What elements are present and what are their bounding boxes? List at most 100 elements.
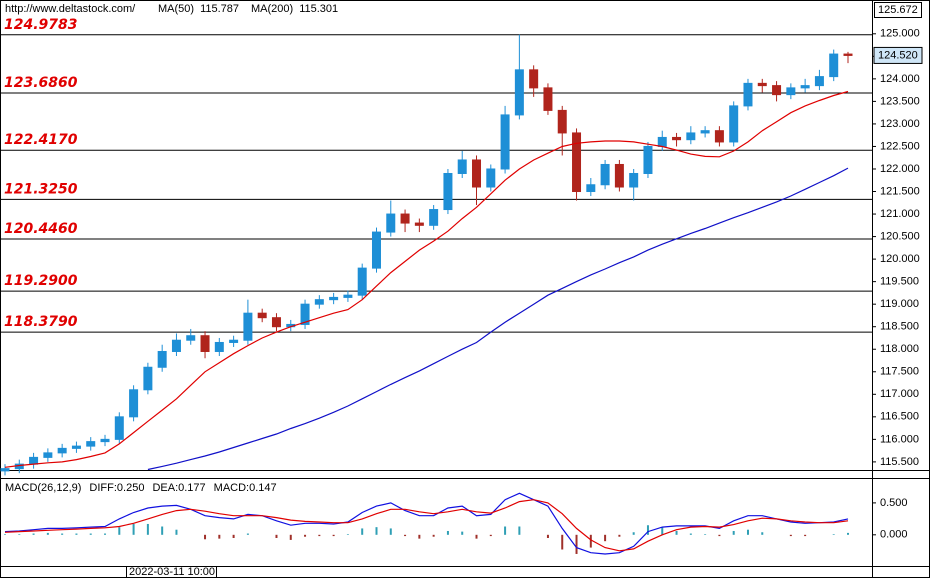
candle-body bbox=[114, 416, 124, 440]
candle-body bbox=[400, 213, 410, 224]
legend-label: MA(50) bbox=[158, 3, 194, 15]
candle-body bbox=[57, 447, 67, 454]
y-tick-label: 125.000 bbox=[880, 28, 920, 40]
y-tick-label: 121.500 bbox=[880, 185, 920, 197]
candle-body bbox=[186, 335, 196, 341]
candle-body bbox=[457, 159, 467, 174]
y-tick-label: 119.500 bbox=[880, 276, 919, 288]
candle-body bbox=[714, 130, 724, 143]
panel-title: MACD(26,12,9) bbox=[5, 482, 81, 494]
y-tick-label: 0.500 bbox=[880, 497, 908, 509]
candle-body bbox=[86, 441, 96, 447]
source-url: http://www.deltastock.com/ bbox=[5, 3, 136, 15]
candle-body bbox=[171, 339, 181, 352]
candle-body bbox=[200, 335, 210, 352]
candle-body bbox=[586, 184, 596, 193]
y-tick-label: 115.500 bbox=[880, 456, 919, 468]
candle-body bbox=[643, 145, 653, 174]
candle-body bbox=[672, 136, 682, 141]
ma-line bbox=[147, 167, 849, 471]
y-tick-label: 121.000 bbox=[880, 208, 920, 220]
level-label: 118.3790 bbox=[4, 314, 78, 330]
candle-body bbox=[772, 85, 782, 96]
candle-body bbox=[743, 82, 753, 107]
y-tick-label: 118.000 bbox=[880, 343, 919, 355]
candle-body bbox=[486, 168, 496, 188]
legend-value: 115.301 bbox=[299, 3, 338, 15]
candle-body bbox=[686, 132, 696, 141]
candle-body bbox=[786, 87, 796, 96]
level-label: 122.4170 bbox=[4, 132, 78, 148]
candle-body bbox=[129, 389, 139, 418]
candle-body bbox=[472, 159, 482, 188]
candle-body bbox=[0, 468, 10, 472]
y-tick-label: 123.000 bbox=[880, 118, 920, 130]
y-tick-label: 120.500 bbox=[880, 230, 920, 242]
y-tick-label: 122.500 bbox=[880, 140, 920, 152]
level-label: 124.9783 bbox=[4, 17, 78, 33]
level-label: 123.6860 bbox=[4, 75, 78, 91]
candle-body bbox=[629, 172, 639, 188]
candle-body bbox=[843, 53, 853, 56]
candle-body bbox=[229, 339, 239, 343]
candle-body bbox=[814, 76, 824, 87]
candle-body bbox=[657, 136, 667, 147]
candle-body bbox=[529, 69, 539, 89]
candle-body bbox=[543, 87, 553, 111]
legend-label: DEA:0.177 bbox=[152, 482, 205, 494]
y-tick-label: 0.000 bbox=[880, 529, 908, 541]
top-price-box bbox=[874, 2, 922, 18]
candle-body bbox=[572, 132, 582, 193]
candle-body bbox=[357, 267, 367, 296]
candle-body bbox=[257, 312, 267, 319]
y-tick-label: 116.000 bbox=[880, 433, 919, 445]
candle-body bbox=[214, 341, 224, 352]
candle-body bbox=[157, 350, 167, 368]
y-tick-label: 124.000 bbox=[880, 73, 920, 85]
candle-body bbox=[386, 213, 396, 233]
ma-line bbox=[4, 90, 849, 468]
candle-body bbox=[500, 114, 510, 170]
candle-body bbox=[343, 294, 353, 298]
y-tick-label: 119.000 bbox=[880, 298, 919, 310]
y-tick-label: 120.000 bbox=[880, 253, 920, 265]
candle-body bbox=[729, 105, 739, 143]
y-tick-label: 117.000 bbox=[880, 388, 919, 400]
candle-body bbox=[429, 209, 439, 226]
y-tick-label: 123.500 bbox=[880, 95, 920, 107]
candle-body bbox=[800, 85, 810, 89]
last-price-label: 124.520 bbox=[878, 49, 918, 61]
candle-body bbox=[243, 312, 253, 341]
candle-body bbox=[614, 163, 624, 188]
candle-body bbox=[700, 130, 710, 134]
y-tick-label: 118.500 bbox=[880, 321, 919, 333]
macd-line bbox=[4, 499, 849, 552]
legend-label: DIFF:0.250 bbox=[89, 482, 144, 494]
legend-value: 115.787 bbox=[200, 3, 239, 15]
candle-body bbox=[29, 456, 39, 465]
legend-label: MACD:0.147 bbox=[214, 482, 277, 494]
candle-body bbox=[757, 82, 767, 87]
level-label: 120.4460 bbox=[4, 221, 78, 237]
candle-body bbox=[271, 317, 281, 328]
y-tick-label: 116.500 bbox=[880, 411, 919, 423]
candle-body bbox=[71, 445, 81, 449]
candle-body bbox=[514, 69, 524, 116]
candle-body bbox=[314, 299, 324, 305]
candle-body bbox=[100, 438, 110, 443]
candle-body bbox=[300, 303, 310, 325]
top-price: 125.672 bbox=[878, 4, 918, 16]
last-price-box bbox=[873, 46, 923, 64]
candle-body bbox=[329, 296, 339, 301]
candle-body bbox=[443, 172, 453, 211]
level-label: 119.2900 bbox=[4, 273, 78, 289]
legend-label: MA(200) bbox=[251, 3, 293, 15]
candle-body bbox=[414, 222, 424, 226]
candle-body bbox=[600, 163, 610, 186]
level-label: 121.3250 bbox=[4, 181, 78, 197]
candle-body bbox=[557, 109, 567, 134]
candle-body bbox=[43, 452, 53, 458]
y-tick-label: 122.000 bbox=[880, 163, 920, 175]
candle-body bbox=[143, 366, 153, 391]
